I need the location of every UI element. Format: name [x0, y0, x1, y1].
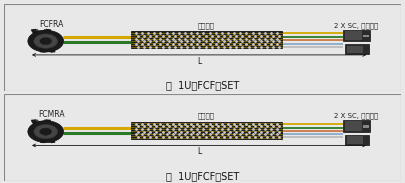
Text: FCFRA: FCFRA — [40, 20, 64, 29]
Circle shape — [40, 38, 52, 45]
Bar — [363, 125, 369, 128]
Text: 2 X SC, 尼龙插头: 2 X SC, 尼龙插头 — [334, 22, 378, 29]
Bar — [363, 35, 369, 38]
Bar — [345, 44, 369, 54]
Circle shape — [40, 128, 52, 135]
Circle shape — [28, 121, 64, 143]
Bar — [345, 31, 362, 40]
Text: 含  1U－FCF－SET: 含 1U－FCF－SET — [166, 80, 239, 90]
Circle shape — [28, 30, 64, 52]
Bar — [343, 29, 371, 41]
Bar — [131, 31, 282, 48]
Bar — [347, 46, 363, 53]
Text: 含  1U－FCF－SET: 含 1U－FCF－SET — [166, 171, 239, 181]
Text: L: L — [197, 57, 201, 66]
Circle shape — [34, 34, 58, 48]
Bar — [343, 120, 371, 132]
Bar — [345, 135, 369, 145]
Text: L: L — [197, 147, 201, 156]
Bar — [345, 122, 362, 131]
Bar — [131, 122, 282, 139]
Text: 编织套管: 编织套管 — [198, 22, 215, 29]
Bar — [347, 136, 363, 144]
Text: 编织套管: 编织套管 — [198, 112, 215, 119]
Text: 2 X SC, 尼龙插头: 2 X SC, 尼龙插头 — [334, 112, 378, 119]
Text: FCMRA: FCMRA — [38, 110, 65, 119]
Circle shape — [34, 124, 58, 139]
